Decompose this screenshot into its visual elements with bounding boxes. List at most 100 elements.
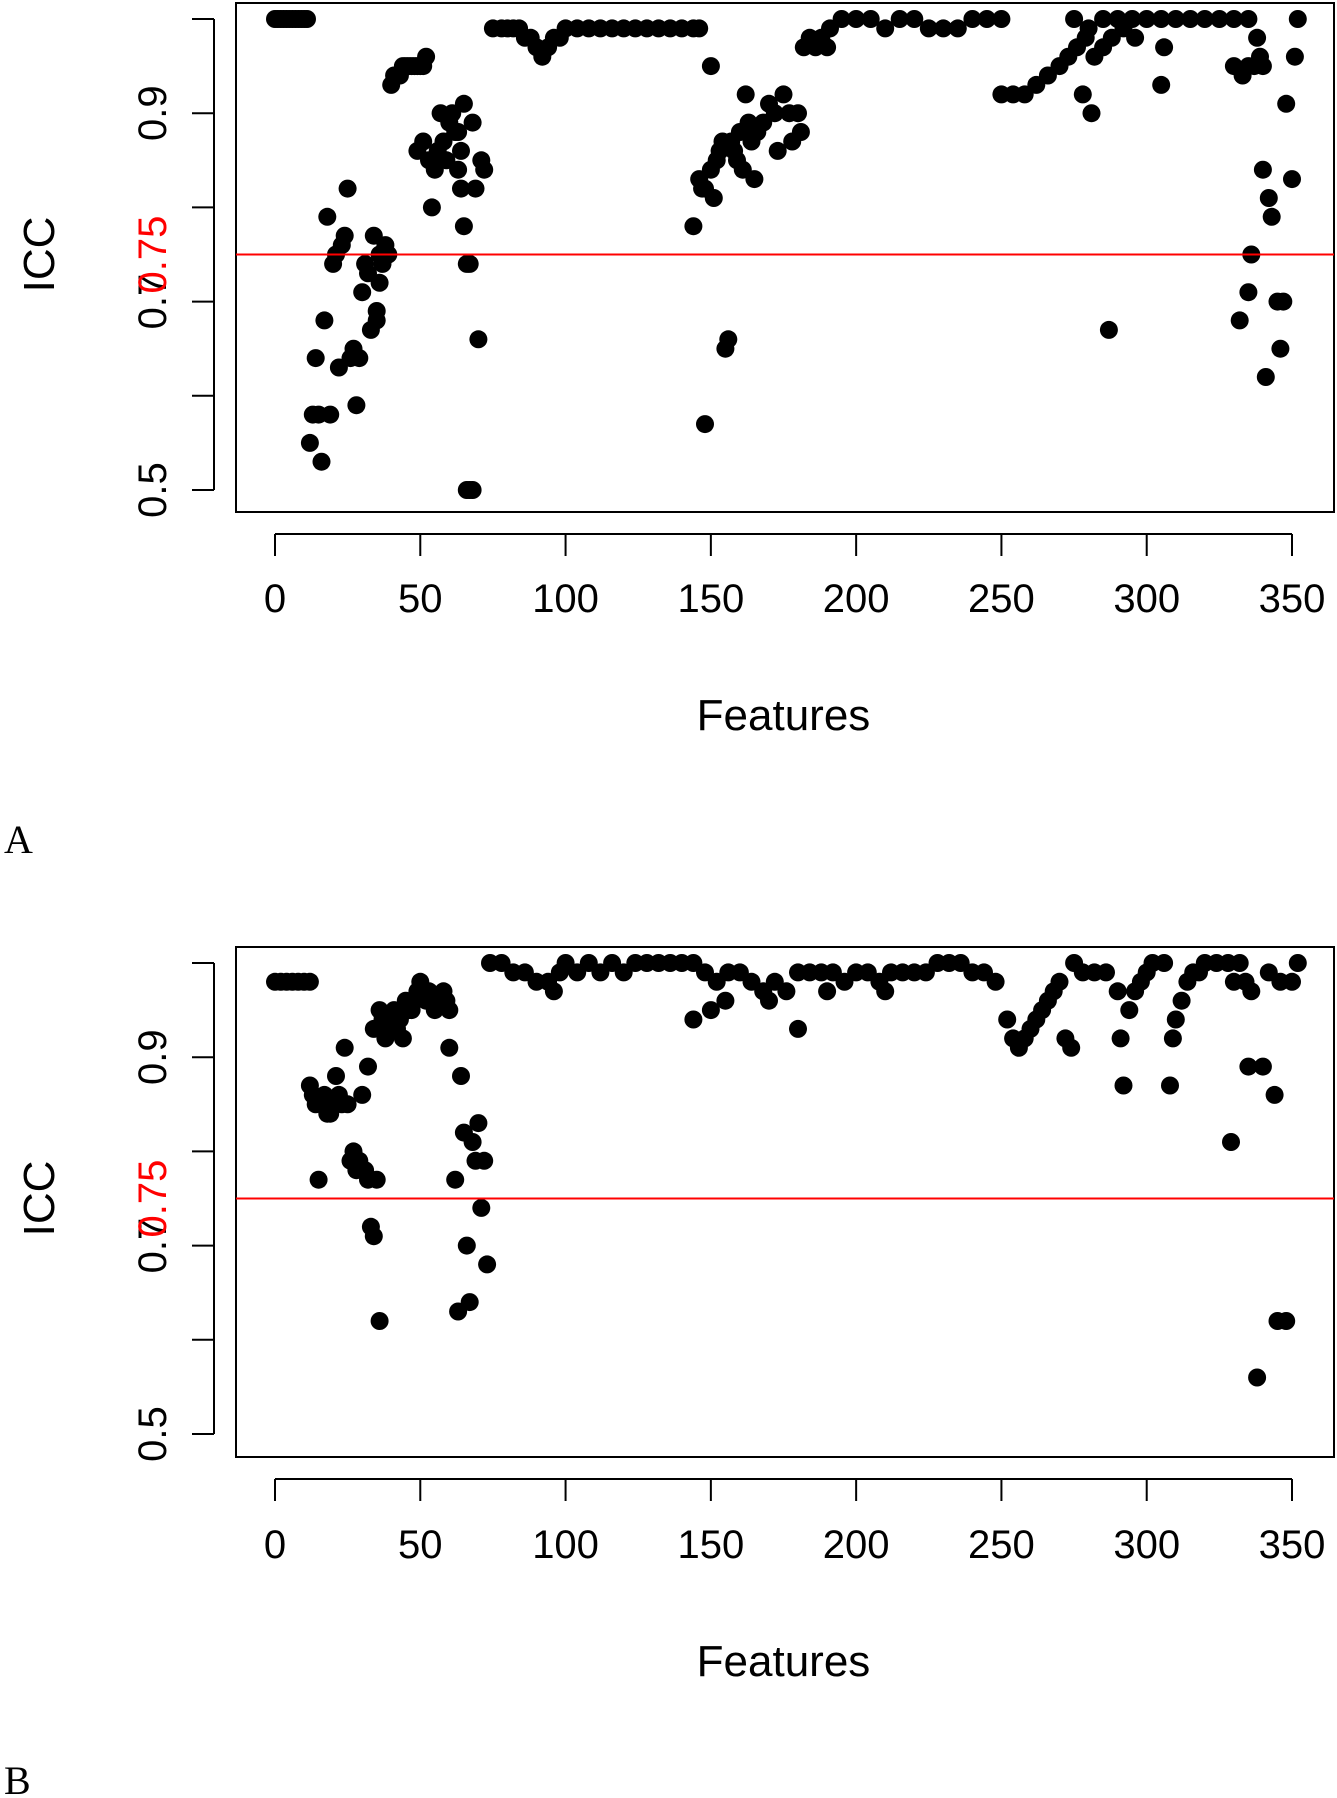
data-point — [338, 1095, 357, 1114]
data-point — [335, 1038, 354, 1057]
data-point — [353, 283, 372, 302]
data-point — [1283, 972, 1301, 991]
data-point — [370, 1312, 389, 1330]
data-point — [469, 330, 488, 349]
data-point — [338, 179, 357, 198]
data-point — [736, 85, 755, 104]
data-point — [789, 1019, 807, 1038]
data-point — [321, 405, 340, 424]
y-tick-label: 0.5 — [131, 462, 175, 518]
x-tick-label: 50 — [398, 577, 443, 621]
data-point — [818, 38, 837, 57]
data-point — [789, 104, 807, 123]
data-point — [478, 1255, 497, 1274]
x-tick-label: 300 — [1113, 577, 1180, 621]
x-tick-label: 200 — [823, 1523, 890, 1567]
x-axis-title: Features — [697, 691, 871, 740]
data-point — [1137, 10, 1156, 28]
data-point — [1239, 1057, 1258, 1076]
data-point — [1050, 972, 1069, 991]
data-point — [1181, 10, 1200, 28]
data-point — [760, 991, 778, 1010]
x-tick-label: 100 — [532, 577, 599, 621]
data-point — [1222, 1133, 1240, 1151]
data-point — [1230, 954, 1249, 972]
data-point — [460, 254, 479, 273]
data-point — [367, 1170, 386, 1189]
data-point — [463, 1133, 482, 1151]
data-point — [701, 57, 720, 76]
data-point — [463, 481, 482, 499]
data-point — [1073, 85, 1092, 104]
data-point — [1166, 10, 1185, 28]
data-point — [306, 349, 325, 368]
plot-frame — [235, 2, 1335, 513]
data-point — [1065, 10, 1084, 28]
data-point — [818, 982, 837, 1001]
data-point — [440, 1001, 459, 1020]
data-point — [327, 1067, 345, 1085]
y-tick-label: 0.5 — [131, 1406, 175, 1462]
data-point — [768, 141, 787, 160]
data-point — [1114, 1076, 1133, 1095]
panel-label: A — [4, 817, 33, 862]
data-point — [414, 132, 433, 151]
data-point — [1248, 28, 1267, 47]
data-point — [1079, 19, 1098, 38]
x-tick-label: 0 — [264, 577, 286, 621]
data-point — [1062, 1038, 1081, 1057]
data-point — [300, 972, 319, 991]
data-point — [977, 10, 996, 28]
data-point — [690, 19, 709, 38]
data-point — [1256, 368, 1275, 386]
data-point — [1277, 1312, 1296, 1330]
data-point — [1152, 75, 1171, 94]
y-axis-title: ICC — [15, 217, 64, 293]
data-point — [315, 311, 334, 330]
data-point — [449, 160, 468, 179]
reference-line-label: 0.75 — [131, 216, 175, 294]
data-point — [1271, 339, 1290, 358]
data-point — [452, 1067, 470, 1085]
data-point — [544, 982, 563, 1001]
data-point — [1274, 292, 1293, 311]
data-point — [452, 141, 470, 160]
data-point — [469, 1114, 488, 1133]
x-tick-label: 350 — [1259, 577, 1326, 621]
data-point — [472, 1198, 491, 1217]
data-point — [716, 991, 735, 1010]
data-point — [1210, 10, 1229, 28]
data-point — [1224, 10, 1243, 28]
data-point — [452, 179, 470, 198]
data-point — [986, 972, 1005, 991]
y-tick-label: 0.7 — [131, 1218, 175, 1274]
data-point — [457, 1236, 476, 1255]
data-point — [1163, 1029, 1182, 1048]
panel-b: 0 50 100 150 200 250 300 350 Features 0.5 0.7 0.9 0.… — [4, 946, 1335, 1798]
data-point — [1285, 47, 1304, 66]
y-tick-label: 0.7 — [131, 274, 175, 330]
x-tick-label: 250 — [968, 577, 1035, 621]
y-tick-label: 0.9 — [131, 85, 175, 141]
data-point — [1262, 207, 1281, 226]
data-point — [684, 217, 703, 236]
data-point — [298, 10, 316, 28]
data-point — [963, 10, 982, 28]
data-point — [422, 198, 441, 217]
data-point — [466, 179, 485, 198]
data-point — [350, 349, 369, 368]
y-tick-label: 0.9 — [131, 1029, 175, 1085]
data-point — [1239, 283, 1258, 302]
data-point — [440, 1038, 459, 1057]
data-point — [1111, 1029, 1130, 1048]
x-tick-label: 250 — [968, 1523, 1035, 1567]
data-point — [1242, 982, 1261, 1001]
data-point — [475, 1151, 494, 1170]
data-point — [1248, 1368, 1267, 1387]
data-point — [774, 85, 793, 104]
x-tick-label: 350 — [1259, 1523, 1326, 1567]
data-point — [948, 19, 967, 38]
data-point — [890, 10, 909, 28]
data-point — [370, 273, 389, 292]
